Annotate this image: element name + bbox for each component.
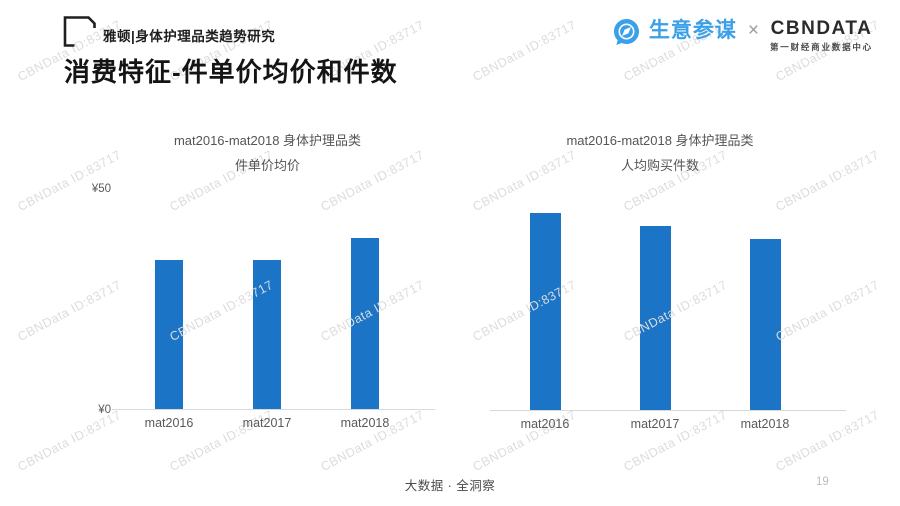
x-axis-line: [490, 410, 846, 411]
plot-area: mat2016 mat2017 mat2018: [490, 191, 846, 431]
x-tick-mat2018: mat2018: [740, 417, 790, 431]
x-tick-mat2018: mat2018: [340, 416, 390, 430]
bar-slot: [600, 191, 710, 411]
sycm-logo-text: 生意参谋: [648, 19, 737, 42]
compass-icon: [613, 19, 639, 45]
footer-slogan: 大数据 · 全洞察: [404, 479, 496, 493]
bar-mat2017: [253, 260, 281, 410]
bar-slot: [316, 190, 414, 410]
x-tick-mat2016: mat2016: [520, 417, 570, 431]
plot-area: ¥50 ¥0 mat2016 mat2017 mat2018: [92, 183, 435, 430]
bar-mat2016: [529, 213, 561, 411]
brand-logos: 生意参谋 × CBNDATA 第一财经商业数据中心: [612, 17, 873, 53]
y-axis-tick-max: ¥50: [91, 183, 111, 195]
bar-slot: [120, 190, 218, 410]
chart-unit-price: mat2016-mat2018 身体护理品类 件单价均价 ¥50 ¥0 mat2…: [92, 128, 440, 430]
bar-mat2017: [639, 226, 671, 411]
cbndata-subtitle: 第一财经商业数据中心: [769, 42, 873, 52]
watermark-text: CBNData ID:83717: [15, 277, 124, 344]
cbndata-logo: CBNDATA 第一财经商业数据中心: [770, 19, 873, 53]
bars-group: [120, 190, 414, 410]
bar-mat2016: [155, 260, 183, 410]
x-tick-mat2017: mat2017: [630, 417, 680, 431]
x-tick-mat2017: mat2017: [242, 416, 292, 430]
x-axis-labels: mat2016 mat2017 mat2018: [490, 417, 820, 431]
bar-mat2018: [351, 238, 379, 410]
bar-mat2018: [749, 239, 781, 411]
chart-title: mat2016-mat2018 身体护理品类: [566, 133, 754, 148]
cbndata-logo-text: CBNDATA: [770, 18, 873, 39]
report-header: 雅顿|身体护理品类趋势研究: [63, 16, 275, 47]
bar-slot: [490, 191, 600, 411]
corner-bracket-icon: [63, 16, 96, 47]
chart-title: mat2016-mat2018 身体护理品类: [173, 133, 362, 148]
page-number: 19: [816, 476, 829, 488]
chart-items-per-buyer: mat2016-mat2018 身体护理品类 人均购买件数 mat2016 mat…: [468, 128, 852, 431]
x-axis-line: [112, 409, 435, 410]
x-tick-mat2016: mat2016: [144, 416, 194, 430]
bar-slot: [218, 190, 316, 410]
chart-subtitle: 人均购买件数: [620, 158, 699, 173]
chart-subtitle: 件单价均价: [234, 158, 300, 173]
y-axis-tick-zero: ¥0: [98, 404, 111, 416]
multiply-separator: ×: [747, 20, 759, 41]
bar-slot: [710, 191, 820, 411]
watermark-text: CBNData ID:83717: [469, 17, 579, 85]
bars-group: [490, 191, 820, 411]
x-axis-labels: mat2016 mat2017 mat2018: [120, 416, 414, 430]
watermark-text: CBNData ID:83717: [15, 407, 124, 474]
report-tag: 雅顿|身体护理品类趋势研究: [103, 29, 276, 44]
page-title: 消费特征-件单价均价和件数: [64, 57, 398, 87]
